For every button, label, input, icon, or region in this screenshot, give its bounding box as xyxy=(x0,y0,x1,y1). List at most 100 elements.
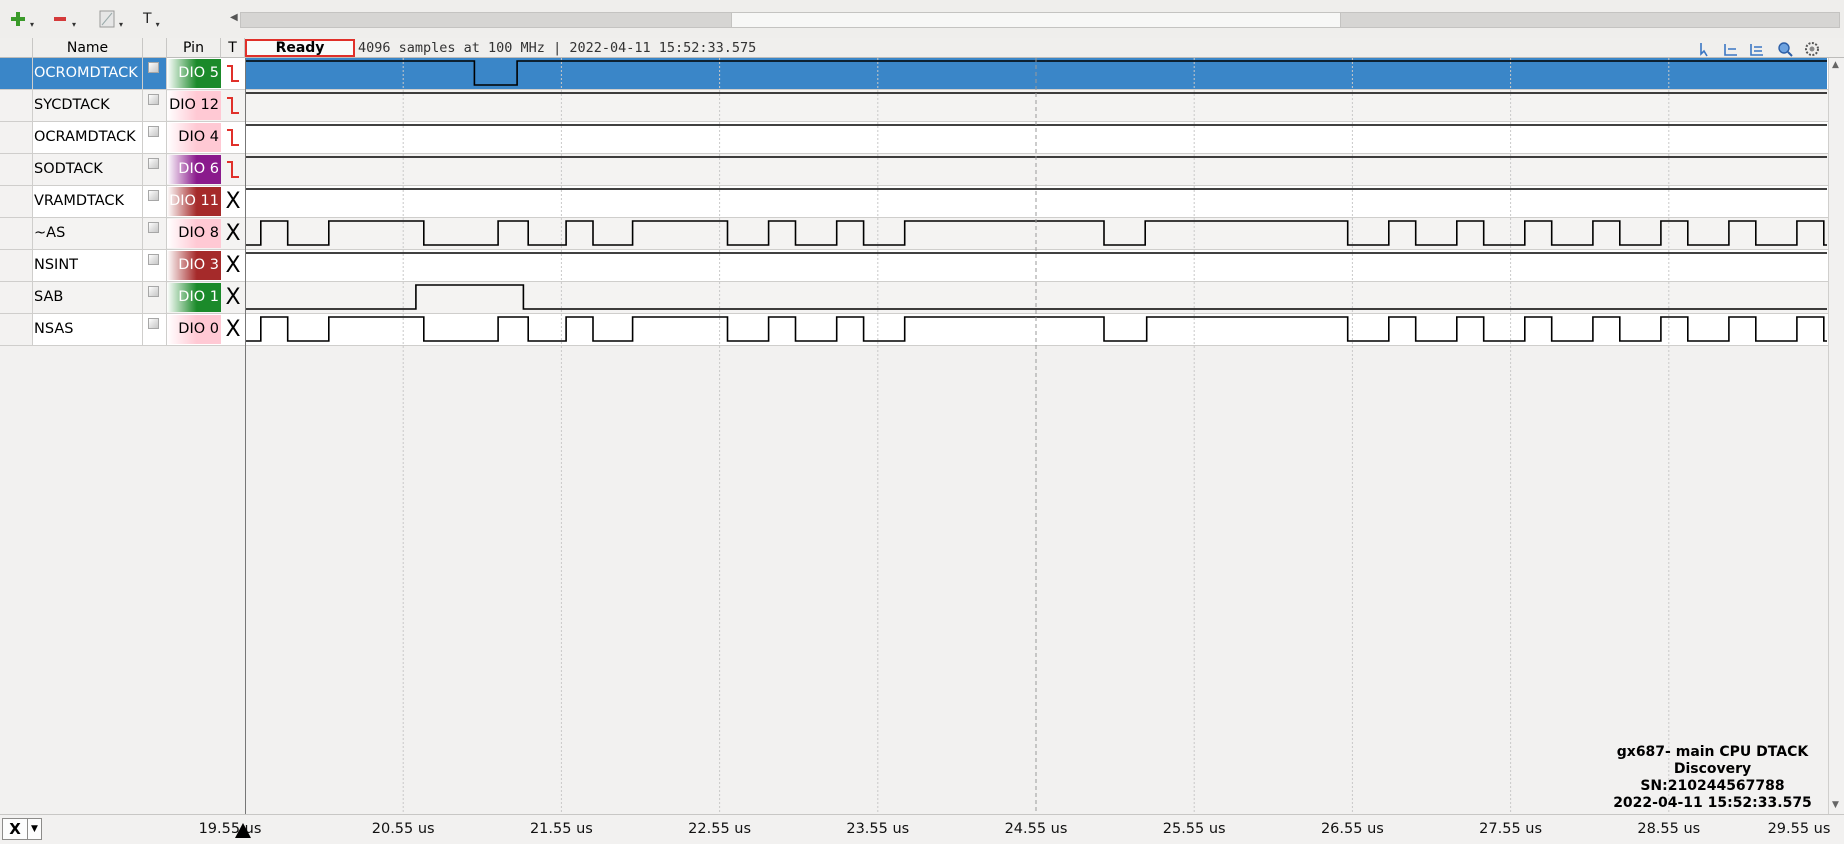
row-handle[interactable] xyxy=(0,90,33,121)
row-handle[interactable] xyxy=(0,314,33,345)
zoom-range-icon[interactable] xyxy=(1751,44,1763,55)
add-signal-button[interactable]: ▾ xyxy=(10,6,34,32)
scroll-left-arrow-icon[interactable]: ◀ xyxy=(230,12,238,23)
properties-icon xyxy=(148,254,159,265)
signal-name[interactable]: SODTACK xyxy=(33,154,143,185)
signal-name[interactable]: NSINT xyxy=(33,250,143,281)
pin-label[interactable]: DIO 12 xyxy=(167,91,221,120)
trace-line xyxy=(245,285,1827,309)
chevron-down-icon[interactable]: ▼ xyxy=(28,818,42,840)
no-trigger-icon[interactable]: X xyxy=(221,186,245,217)
trigger-position-marker[interactable] xyxy=(235,823,251,838)
device-model: Discovery xyxy=(1600,761,1825,778)
waveform-nsint[interactable] xyxy=(245,250,1827,281)
status-badge: Ready xyxy=(245,39,355,57)
signal-row[interactable]: OCRAMDTACK DIO 4 xyxy=(0,122,1844,154)
signal-options-cell[interactable] xyxy=(143,58,167,89)
x-tick-label: 20.55 us xyxy=(372,821,435,837)
header-pin[interactable]: Pin xyxy=(167,38,221,58)
no-trigger-icon[interactable]: X xyxy=(221,314,245,345)
signal-row[interactable]: VRAMDTACK DIO 11 X xyxy=(0,186,1844,218)
pin-label[interactable]: DIO 5 xyxy=(167,59,221,88)
row-handle[interactable] xyxy=(0,282,33,313)
x-tick-label: 22.55 us xyxy=(688,821,751,837)
pin-label[interactable]: DIO 3 xyxy=(167,251,221,280)
scroll-up-arrow-icon[interactable]: ▲ xyxy=(1832,60,1839,70)
magnifier-icon[interactable] xyxy=(1779,43,1792,56)
row-handle[interactable] xyxy=(0,154,33,185)
x-tick-label: 26.55 us xyxy=(1321,821,1384,837)
chevron-down-icon: ▾ xyxy=(119,20,123,29)
row-handle[interactable] xyxy=(0,58,33,89)
signal-options-cell[interactable] xyxy=(143,122,167,153)
row-handle[interactable] xyxy=(0,122,33,153)
waveform-sodtack[interactable] xyxy=(245,154,1827,185)
signal-options-cell[interactable] xyxy=(143,90,167,121)
zoom-toolbar xyxy=(1695,40,1825,58)
properties-icon xyxy=(148,62,159,73)
no-trigger-icon[interactable]: X xyxy=(221,218,245,249)
remove-signal-button[interactable]: ▾ xyxy=(52,6,76,32)
scroll-down-arrow-icon[interactable]: ▼ xyxy=(1832,800,1839,810)
trigger-label: T xyxy=(143,11,152,27)
signal-row[interactable]: OCROMDTACK DIO 5 xyxy=(0,58,1844,90)
falling-edge-trigger-icon[interactable] xyxy=(221,122,245,153)
falling-edge-trigger-icon[interactable] xyxy=(221,90,245,121)
pin-label[interactable]: DIO 1 xyxy=(167,283,221,312)
gear-icon[interactable] xyxy=(1806,43,1818,55)
pin-label[interactable]: DIO 0 xyxy=(167,315,221,344)
signal-options-button[interactable]: ▾ xyxy=(99,6,123,32)
signal-name[interactable]: NSAS xyxy=(33,314,143,345)
no-trigger-icon[interactable]: X xyxy=(221,250,245,281)
no-trigger-icon[interactable]: X xyxy=(221,282,245,313)
signal-name[interactable]: ~AS xyxy=(33,218,143,249)
x-tick-label: 19.55 us xyxy=(199,821,262,837)
waveform-ocramdtack[interactable] xyxy=(245,122,1827,153)
waveform-sycdtack[interactable] xyxy=(245,90,1827,121)
header-name[interactable]: Name xyxy=(33,38,143,58)
falling-edge-trigger-icon[interactable] xyxy=(221,58,245,89)
waveform-as[interactable] xyxy=(245,218,1827,249)
waveform-ocromdtack[interactable] xyxy=(245,58,1827,89)
signal-options-cell[interactable] xyxy=(143,282,167,313)
waveform-nsas[interactable] xyxy=(245,314,1827,345)
horizontal-scrollbar-thumb[interactable] xyxy=(731,12,1341,28)
signal-name[interactable]: SYCDTACK xyxy=(33,90,143,121)
axis-mode-button[interactable]: X xyxy=(2,818,28,840)
pin-label[interactable]: DIO 11 xyxy=(167,187,221,216)
minus-icon xyxy=(52,11,68,27)
pin-label[interactable]: DIO 8 xyxy=(167,219,221,248)
signal-name[interactable]: SAB xyxy=(33,282,143,313)
properties-icon xyxy=(99,10,115,28)
waveform-sab[interactable] xyxy=(245,282,1827,313)
pin-label[interactable]: DIO 6 xyxy=(167,155,221,184)
zoom-fit-icon[interactable] xyxy=(1725,44,1737,55)
signal-options-cell[interactable] xyxy=(143,250,167,281)
row-handle[interactable] xyxy=(0,186,33,217)
header-lead xyxy=(0,38,33,58)
signal-name[interactable]: VRAMDTACK xyxy=(33,186,143,217)
cursor-tool-icon[interactable] xyxy=(1701,43,1707,56)
row-handle[interactable] xyxy=(0,218,33,249)
signal-options-cell[interactable] xyxy=(143,218,167,249)
signal-row[interactable]: SYCDTACK DIO 12 xyxy=(0,90,1844,122)
pin-label[interactable]: DIO 4 xyxy=(167,123,221,152)
device-serial: SN:210244567788 xyxy=(1600,778,1825,795)
vertical-scrollbar[interactable]: ▲ ▼ xyxy=(1828,58,1844,814)
time-axis: X ▼ 19.55 us 20.55 us 21.55 us 22.55 us 23.5… xyxy=(0,814,1844,844)
falling-edge-trigger-icon[interactable] xyxy=(221,154,245,185)
signal-name[interactable]: OCRAMDTACK xyxy=(33,122,143,153)
waveform-vramdtack[interactable] xyxy=(245,186,1827,217)
signal-row[interactable]: SODTACK DIO 6 xyxy=(0,154,1844,186)
signal-options-cell[interactable] xyxy=(143,154,167,185)
signal-options-cell[interactable] xyxy=(143,314,167,345)
signal-name[interactable]: OCROMDTACK xyxy=(33,58,143,89)
trigger-menu-button[interactable]: T ▾ xyxy=(143,6,160,32)
row-handle[interactable] xyxy=(0,250,33,281)
signal-options-cell[interactable] xyxy=(143,186,167,217)
header-trigger[interactable]: T xyxy=(221,38,245,58)
